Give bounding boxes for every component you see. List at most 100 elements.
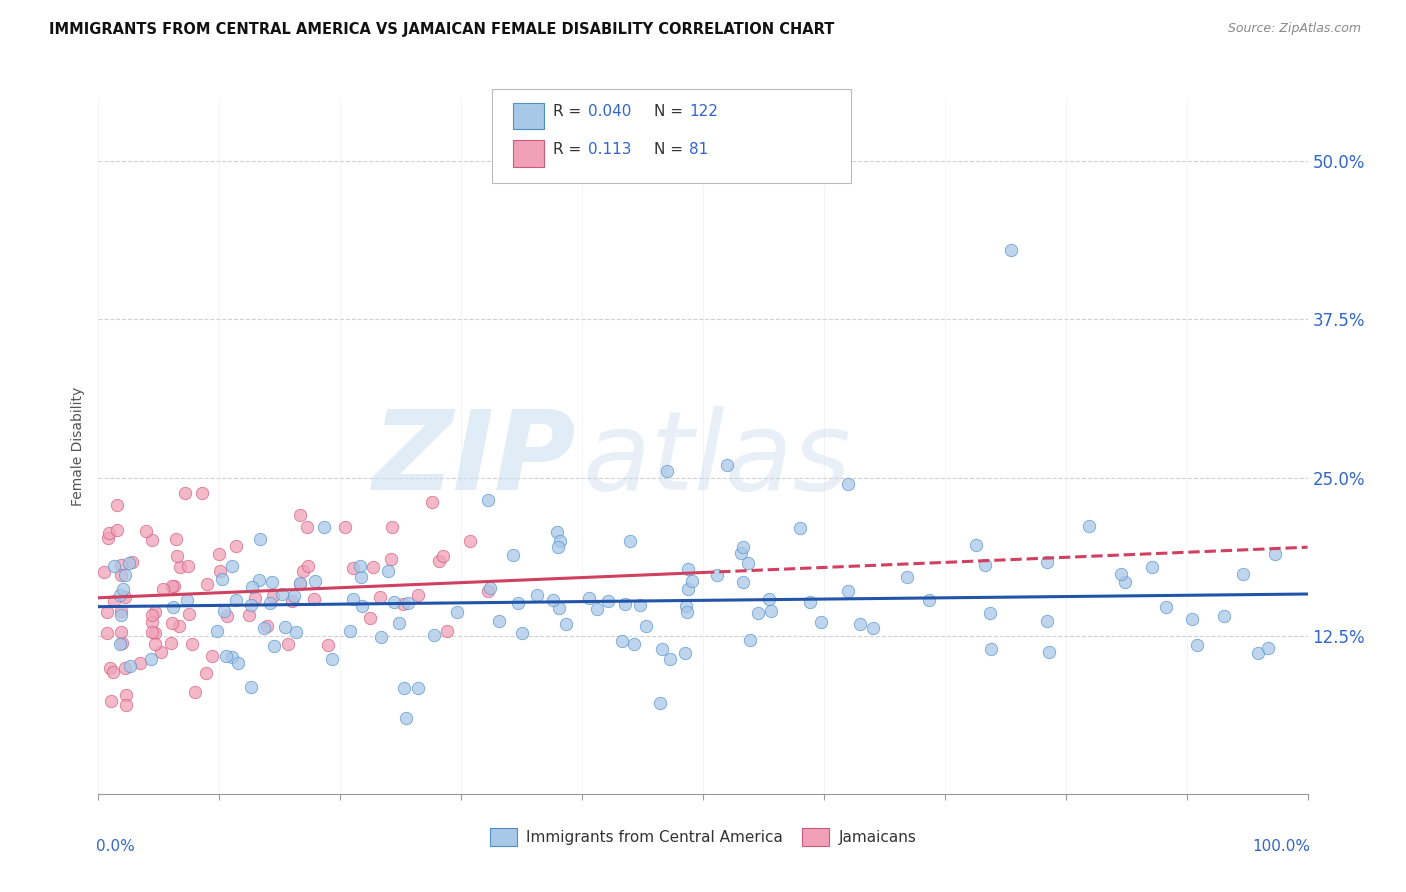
Point [488, 615, 510, 629]
Point [1185, 638, 1208, 652]
Point [678, 582, 700, 597]
Point [1264, 547, 1286, 561]
Point [1036, 555, 1059, 569]
Point [176, 593, 198, 607]
Point [108, 637, 131, 651]
Point [675, 599, 697, 613]
Point [546, 524, 568, 539]
Point [288, 576, 311, 591]
Point [396, 596, 419, 610]
Point [256, 619, 278, 633]
Point [302, 592, 325, 607]
Text: N =: N = [654, 104, 688, 120]
Point [97, 526, 120, 541]
Text: 81: 81 [689, 142, 709, 157]
Point [1036, 614, 1059, 628]
Point [166, 549, 188, 564]
Point [716, 458, 738, 472]
Point [110, 588, 132, 602]
Point [139, 652, 162, 666]
Point [370, 630, 392, 644]
Point [543, 592, 565, 607]
Point [252, 622, 274, 636]
Point [100, 693, 122, 707]
Point [388, 616, 411, 631]
Point [758, 591, 780, 606]
Point [350, 570, 373, 584]
Point [676, 605, 699, 619]
Point [114, 567, 136, 582]
Point [221, 650, 243, 665]
Point [1232, 566, 1254, 581]
Point [274, 620, 297, 634]
Point [176, 559, 198, 574]
Point [651, 642, 673, 657]
Point [359, 611, 381, 625]
Point [848, 617, 870, 632]
Point [655, 464, 678, 478]
Point [304, 574, 326, 589]
Point [1212, 608, 1234, 623]
Point [103, 558, 125, 573]
Point [349, 559, 371, 574]
Point [262, 589, 284, 603]
Point [247, 573, 270, 587]
Point [263, 640, 285, 654]
Point [174, 485, 197, 500]
Point [321, 652, 343, 666]
Text: R =: R = [553, 142, 591, 157]
Point [145, 626, 167, 640]
Point [214, 603, 236, 617]
Point [740, 632, 762, 647]
Point [1140, 560, 1163, 574]
Legend: Immigrants from Central America, Jamaicans: Immigrants from Central America, Jamaica… [484, 822, 922, 853]
Point [789, 521, 811, 535]
Point [152, 582, 174, 596]
Point [181, 637, 204, 651]
Point [160, 579, 183, 593]
Point [502, 549, 524, 563]
Point [381, 520, 404, 534]
Point [548, 533, 571, 548]
Point [225, 539, 247, 553]
Point [673, 646, 696, 660]
Point [240, 580, 263, 594]
Point [1181, 611, 1204, 625]
Point [477, 492, 499, 507]
Point [249, 533, 271, 547]
Point [737, 556, 759, 570]
Point [837, 477, 859, 491]
Point [965, 538, 987, 552]
Point [97, 531, 120, 545]
Point [281, 594, 304, 608]
Point [141, 624, 163, 639]
Text: N =: N = [654, 142, 693, 157]
Point [292, 564, 315, 578]
Point [648, 696, 671, 710]
Point [395, 711, 418, 725]
Point [209, 564, 232, 578]
Point [458, 534, 481, 549]
Point [361, 559, 384, 574]
Point [195, 577, 218, 591]
Point [100, 661, 122, 675]
Point [103, 594, 125, 608]
Point [682, 574, 704, 589]
Point [165, 533, 187, 547]
Point [195, 665, 218, 680]
Point [277, 637, 299, 651]
Point [526, 588, 548, 602]
Point [731, 540, 754, 554]
Point [141, 533, 163, 547]
Point [382, 595, 405, 609]
Point [1247, 647, 1270, 661]
Point [297, 559, 319, 574]
Point [184, 685, 207, 699]
Point [295, 520, 318, 534]
Point [612, 634, 634, 648]
Text: 122: 122 [689, 104, 718, 120]
Point [226, 657, 249, 671]
Point [211, 572, 233, 586]
Point [676, 561, 699, 575]
Point [837, 584, 859, 599]
